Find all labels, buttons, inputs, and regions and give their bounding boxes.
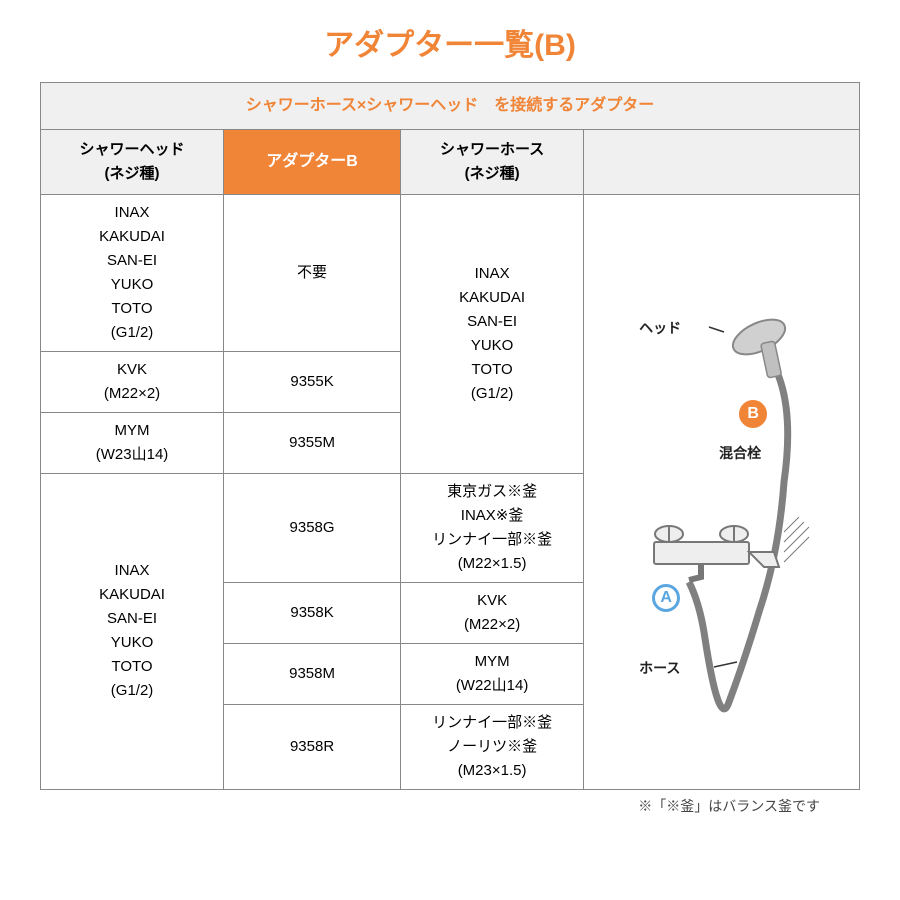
col-header-hose: シャワーホース(ネジ種): [401, 129, 584, 194]
shower-handle: [761, 341, 782, 378]
cell-hose-g2r4: リンナイ一部※釜ノーリツ※釜(M23×1.5): [401, 704, 584, 789]
diagram-label-head: ヘッド: [639, 317, 681, 339]
col-header-diagram: [584, 129, 860, 194]
cell-hose-g2r1: 東京ガス※釜INAX※釜リンナイ一部※釜(M22×1.5): [401, 473, 584, 582]
badge-b: B: [739, 400, 767, 428]
diagram-label-mixer: 混合栓: [719, 442, 761, 464]
head-leader: [709, 327, 724, 332]
faucet-outlet: [749, 552, 779, 567]
diagram-label-hose: ホース: [639, 657, 680, 679]
cell-adapter-g2r1: 9358G: [224, 473, 401, 582]
cell-head-g1r3: MYM(W23山14): [41, 412, 224, 473]
faucet-spout: [689, 564, 701, 580]
cell-adapter-g1r3: 9355M: [224, 412, 401, 473]
adapter-table: シャワーホース×シャワーヘッド を接続するアダプター シャワーヘッド(ネジ種) …: [40, 82, 860, 790]
cell-adapter-g1r2: 9355K: [224, 351, 401, 412]
cell-head-g2: INAXKAKUDAISAN-EIYUKOTOTO(G1/2): [41, 473, 224, 789]
col-header-showerhead: シャワーヘッド(ネジ種): [41, 129, 224, 194]
shower-head-shape: [728, 312, 791, 361]
table-caption: シャワーホース×シャワーヘッド を接続するアダプター: [41, 83, 860, 130]
shower-diagram: ヘッド B 混合栓 A ホース: [584, 232, 859, 752]
cell-hose-g2r3: MYM(W22山14): [401, 643, 584, 704]
diagram-cell: ヘッド B 混合栓 A ホース: [584, 194, 860, 789]
page-title: アダプター一覧(B): [40, 20, 860, 64]
cell-hose-g1: INAXKAKUDAISAN-EIYUKOTOTO(G1/2): [401, 194, 584, 473]
col-header-adapter: アダプターB: [224, 129, 401, 194]
table-row: INAXKAKUDAISAN-EIYUKOTOTO(G1/2) 不要 INAXK…: [41, 194, 860, 351]
cell-adapter-g1r1: 不要: [224, 194, 401, 351]
cell-head-g1r1: INAXKAKUDAISAN-EIYUKOTOTO(G1/2): [41, 194, 224, 351]
cell-hose-g2r2: KVK(M22×2): [401, 582, 584, 643]
faucet-body: [654, 542, 749, 564]
cell-head-g1r2: KVK(M22×2): [41, 351, 224, 412]
badge-a: A: [652, 584, 680, 612]
cell-adapter-g2r3: 9358M: [224, 643, 401, 704]
footnote: ※「※釜」はバランス釜です: [40, 796, 860, 816]
cell-adapter-g2r2: 9358K: [224, 582, 401, 643]
hose-leader: [714, 662, 737, 667]
cell-adapter-g2r4: 9358R: [224, 704, 401, 789]
